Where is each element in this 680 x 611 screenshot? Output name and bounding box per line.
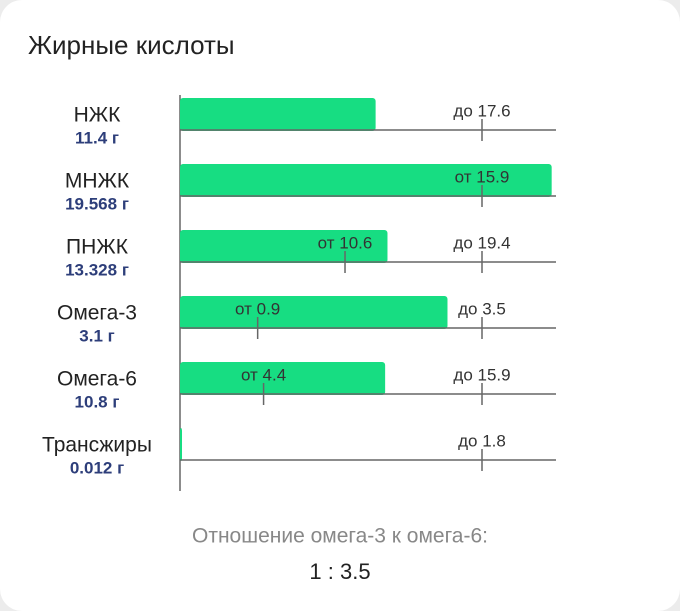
row-label: Омега-6 — [57, 368, 137, 391]
row-amount: 3.1 г — [79, 326, 114, 345]
row-label: Омега-3 — [57, 302, 137, 325]
ref-label: до 19.4 — [453, 233, 510, 252]
row-amount: 10.8 г — [75, 392, 120, 411]
row-label: Трансжиры — [42, 434, 152, 457]
bar — [180, 296, 448, 329]
ref-label: до 15.9 — [453, 365, 510, 384]
ratio-caption: Отношение омега-3 к омега-6: — [192, 525, 488, 548]
row-label: НЖК — [74, 104, 122, 127]
row-amount: 13.328 г — [65, 260, 129, 279]
ref-label: от 4.4 — [241, 365, 286, 384]
ratio-value: 1 : 3.5 — [309, 559, 370, 584]
ref-label: от 0.9 — [235, 299, 280, 318]
row-amount: 0.012 г — [70, 458, 124, 477]
row-label: МНЖК — [65, 170, 130, 193]
row-label: ПНЖК — [66, 236, 129, 259]
bar — [180, 164, 552, 197]
bar — [180, 98, 376, 131]
card-title: Жирные кислоты — [28, 30, 235, 60]
bar — [180, 428, 183, 461]
ref-label: от 10.6 — [318, 233, 373, 252]
ref-label: до 17.6 — [453, 101, 510, 120]
row-amount: 11.4 г — [75, 128, 119, 147]
bar — [180, 230, 388, 263]
bar — [180, 362, 386, 395]
ref-label: от 15.9 — [455, 167, 510, 186]
ref-label: до 1.8 — [458, 431, 506, 450]
ref-label: до 3.5 — [458, 299, 506, 318]
row-amount: 19.568 г — [65, 194, 129, 213]
